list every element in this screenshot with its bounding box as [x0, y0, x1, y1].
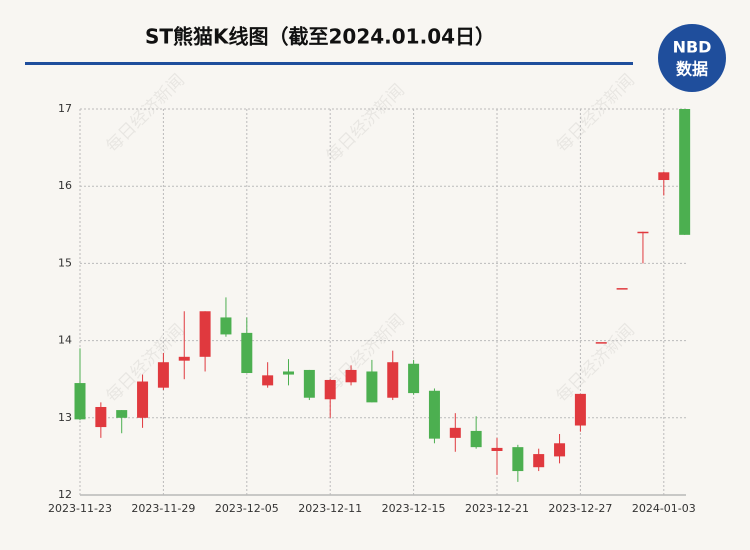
candle-body [220, 317, 232, 335]
candle-body [470, 430, 482, 448]
candle-body [241, 332, 253, 374]
y-tick-label: 15 [58, 256, 72, 269]
candle-body [345, 369, 357, 383]
x-tick-label: 2023-12-05 [215, 502, 279, 515]
candle-body [491, 447, 503, 451]
candle-body [512, 447, 524, 472]
watermark: 每日经济新闻 [553, 70, 639, 156]
x-tick-label: 2023-12-27 [548, 502, 612, 515]
x-tick-label: 2023-11-29 [131, 502, 195, 515]
watermark: 每日经济新闻 [553, 320, 639, 406]
candle-body [387, 362, 399, 398]
candle-body [262, 375, 274, 386]
x-tick-label: 2023-12-21 [465, 502, 529, 515]
x-tick-label: 2023-11-23 [48, 502, 112, 515]
logo [658, 24, 726, 92]
candle-body [178, 356, 190, 361]
candle-body [428, 390, 440, 439]
candle-body [637, 231, 649, 234]
candle-body [408, 363, 420, 394]
watermark: 每日经济新闻 [103, 70, 189, 156]
watermarks: 每日经济新闻 每日经济新闻 每日经济新闻 每日经济新闻 每日经济新闻 每日经济新… [103, 70, 639, 406]
candle-body [554, 443, 566, 457]
candle-body [137, 381, 149, 418]
candle-body [449, 427, 461, 438]
y-tick-label: 16 [58, 179, 72, 192]
chart-title: ST熊猫K线图（截至2024.01.04日） [145, 25, 495, 49]
candle-body [199, 311, 211, 357]
candle-body [533, 454, 545, 468]
y-tick-label: 12 [58, 488, 72, 501]
candle-body [95, 406, 107, 428]
y-tick-label: 13 [58, 411, 72, 424]
y-tick-label: 14 [58, 334, 72, 347]
candle-body [595, 342, 607, 344]
candle-body [616, 288, 628, 290]
candle-body [366, 371, 378, 403]
candle-body [74, 383, 86, 420]
candle-body [324, 379, 336, 400]
title-rule [25, 62, 633, 65]
candle-body [157, 362, 169, 388]
candle-body [658, 172, 670, 181]
candle-body [116, 410, 128, 418]
watermark: 每日经济新闻 [323, 80, 409, 166]
candle-body [574, 393, 586, 426]
y-tick-label: 17 [58, 102, 72, 115]
candle-body [283, 371, 294, 375]
x-tick-label: 2023-12-15 [382, 502, 446, 515]
x-tick-label: 2024-01-03 [632, 502, 696, 515]
x-tick-label: 2023-12-11 [298, 502, 362, 515]
candle-body [679, 109, 691, 235]
logo-text: NBD [673, 38, 712, 57]
candle-body [303, 369, 315, 398]
logo-text: 数据 [676, 60, 708, 79]
